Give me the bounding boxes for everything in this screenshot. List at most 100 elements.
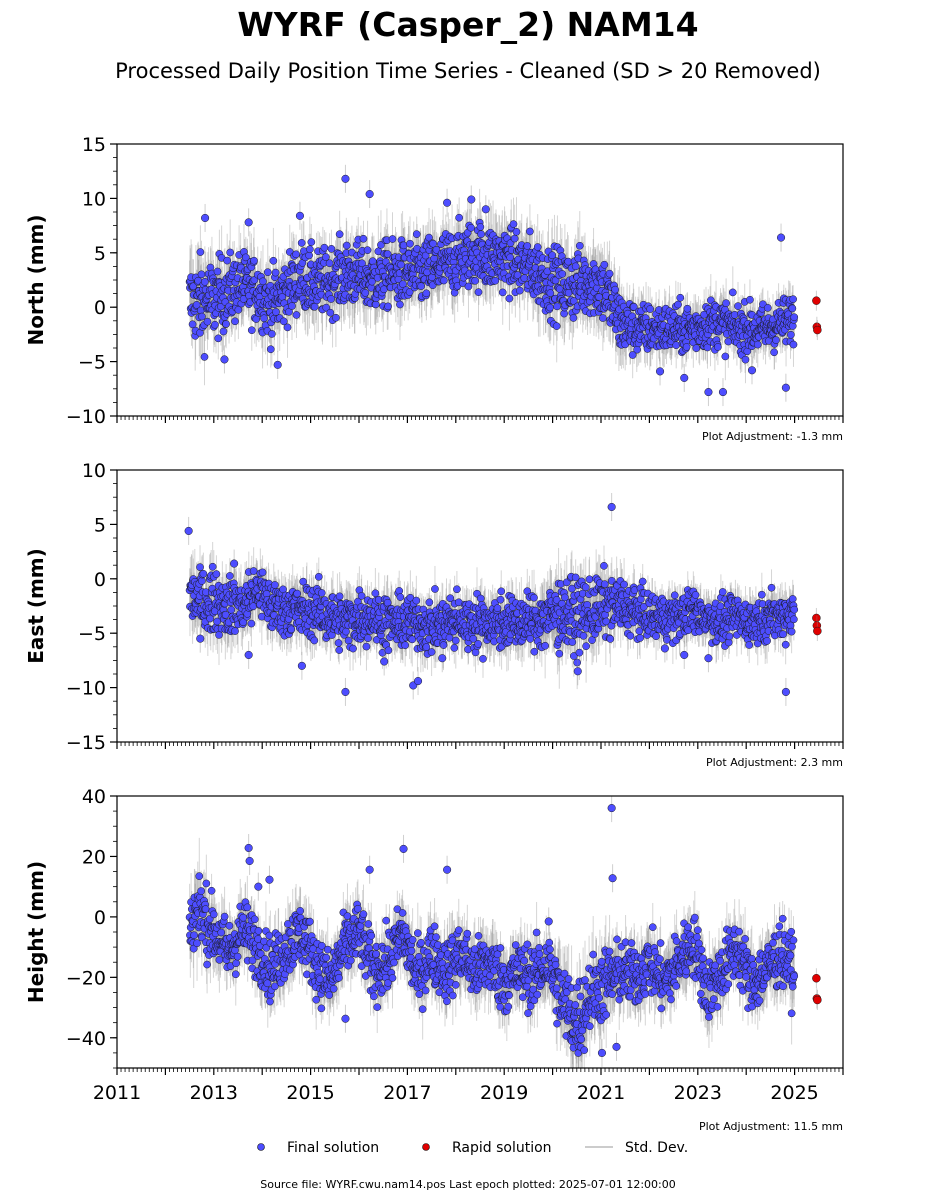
- final-solution-point: [310, 302, 319, 311]
- final-solution-point: [571, 262, 580, 271]
- final-solution-point: [196, 248, 205, 256]
- final-solution-point: [244, 218, 253, 227]
- final-solution-point: [672, 341, 681, 350]
- final-solution-point: [306, 245, 314, 254]
- final-solution-point: [481, 205, 490, 214]
- final-solution-point: [259, 277, 267, 286]
- final-solution-point: [327, 295, 335, 303]
- final-solution-point: [747, 366, 757, 375]
- rapid-solution-point: [812, 296, 821, 305]
- final-solution-point: [406, 239, 414, 248]
- final-solution-point: [646, 305, 654, 313]
- final-solution-point: [523, 242, 532, 250]
- final-solution-point: [384, 302, 392, 311]
- final-solution-point: [342, 241, 351, 250]
- final-solution-point: [368, 257, 377, 266]
- final-solution-point: [753, 340, 762, 349]
- final-solution-point: [214, 334, 223, 343]
- final-solution-point: [222, 320, 230, 328]
- figure-title: WYRF (Casper_2) NAM14: [237, 5, 698, 44]
- final-solution-point: [203, 317, 212, 326]
- final-solution-point: [790, 313, 799, 322]
- final-solution-point: [213, 267, 222, 276]
- final-solution-point: [325, 259, 334, 268]
- final-solution-point: [322, 303, 331, 312]
- final-solution-point: [429, 239, 437, 248]
- final-solution-point: [412, 230, 421, 239]
- final-solution-point: [770, 348, 778, 357]
- y-tick-label: −10: [66, 406, 106, 428]
- final-solution-point: [358, 259, 366, 268]
- final-solution-point: [629, 302, 638, 311]
- final-solution-point: [417, 282, 426, 290]
- final-solution-point: [788, 304, 797, 313]
- y-tick-label: 0: [94, 297, 106, 319]
- final-solution-point: [781, 383, 790, 392]
- final-solution-point: [491, 276, 500, 285]
- final-solution-point: [320, 243, 329, 252]
- final-solution-point: [399, 280, 407, 288]
- final-solution-point: [655, 367, 665, 376]
- final-solution-point: [247, 326, 256, 335]
- final-solution-point: [599, 314, 607, 322]
- final-solution-point: [200, 353, 209, 361]
- final-solution-point: [552, 322, 561, 330]
- final-solution-point: [269, 256, 278, 265]
- final-solution-point: [440, 276, 448, 285]
- final-solution-point: [605, 269, 614, 278]
- north-panel: −10 −5 0 5 10 15 North (mm) Plot Adjustment: -1…: [24, 134, 844, 443]
- final-solution-point: [455, 213, 464, 222]
- final-solution-point: [422, 289, 431, 298]
- final-solution-point: [421, 251, 430, 260]
- final-solution-point: [292, 250, 300, 259]
- final-solution-point: [295, 211, 305, 220]
- final-solution-point: [226, 248, 235, 257]
- final-solution-point: [575, 241, 584, 250]
- final-solution-point: [430, 254, 439, 263]
- final-solution-point: [198, 312, 206, 321]
- final-solution-point: [714, 343, 722, 351]
- final-solution-point: [510, 234, 519, 243]
- final-solution-point: [763, 304, 772, 312]
- final-solution-point: [327, 245, 336, 253]
- final-solution-point: [266, 345, 275, 354]
- final-solution-point: [515, 286, 524, 295]
- final-solution-point: [730, 311, 739, 319]
- y-tick-label: 15: [82, 134, 106, 156]
- final-solution-point: [241, 253, 250, 262]
- final-solution-point: [192, 301, 201, 309]
- final-solution-point: [326, 308, 335, 317]
- final-solution-point: [741, 355, 750, 364]
- y-axis-label: North (mm): [24, 214, 48, 345]
- final-solution-point: [548, 251, 557, 260]
- final-solution-point: [397, 260, 405, 269]
- final-solution-point: [268, 330, 276, 338]
- final-solution-point: [546, 303, 554, 312]
- final-solution-point: [211, 320, 219, 329]
- final-solution-point: [297, 239, 306, 247]
- final-solution-point: [363, 246, 372, 255]
- final-solution-point: [526, 227, 534, 236]
- final-solution-point: [533, 243, 542, 251]
- final-solution-point: [734, 302, 742, 310]
- final-solution-point: [471, 276, 480, 285]
- final-solution-point: [307, 238, 316, 246]
- plot-area: [185, 164, 822, 407]
- final-solution-point: [283, 323, 292, 332]
- final-solution-point: [292, 311, 301, 319]
- final-solution-point: [721, 352, 730, 361]
- final-solution-point: [223, 256, 232, 265]
- y-tick-label: 5: [94, 243, 106, 265]
- final-solution-point: [683, 304, 692, 313]
- final-solution-point: [377, 241, 385, 249]
- final-solution-point: [551, 276, 560, 285]
- final-solution-point: [234, 305, 243, 314]
- final-solution-point: [405, 288, 414, 296]
- final-solution-point: [569, 297, 578, 305]
- final-solution-point: [600, 260, 609, 269]
- final-solution-point: [359, 234, 368, 243]
- final-solution-point: [633, 345, 641, 354]
- final-solution-point: [704, 388, 713, 397]
